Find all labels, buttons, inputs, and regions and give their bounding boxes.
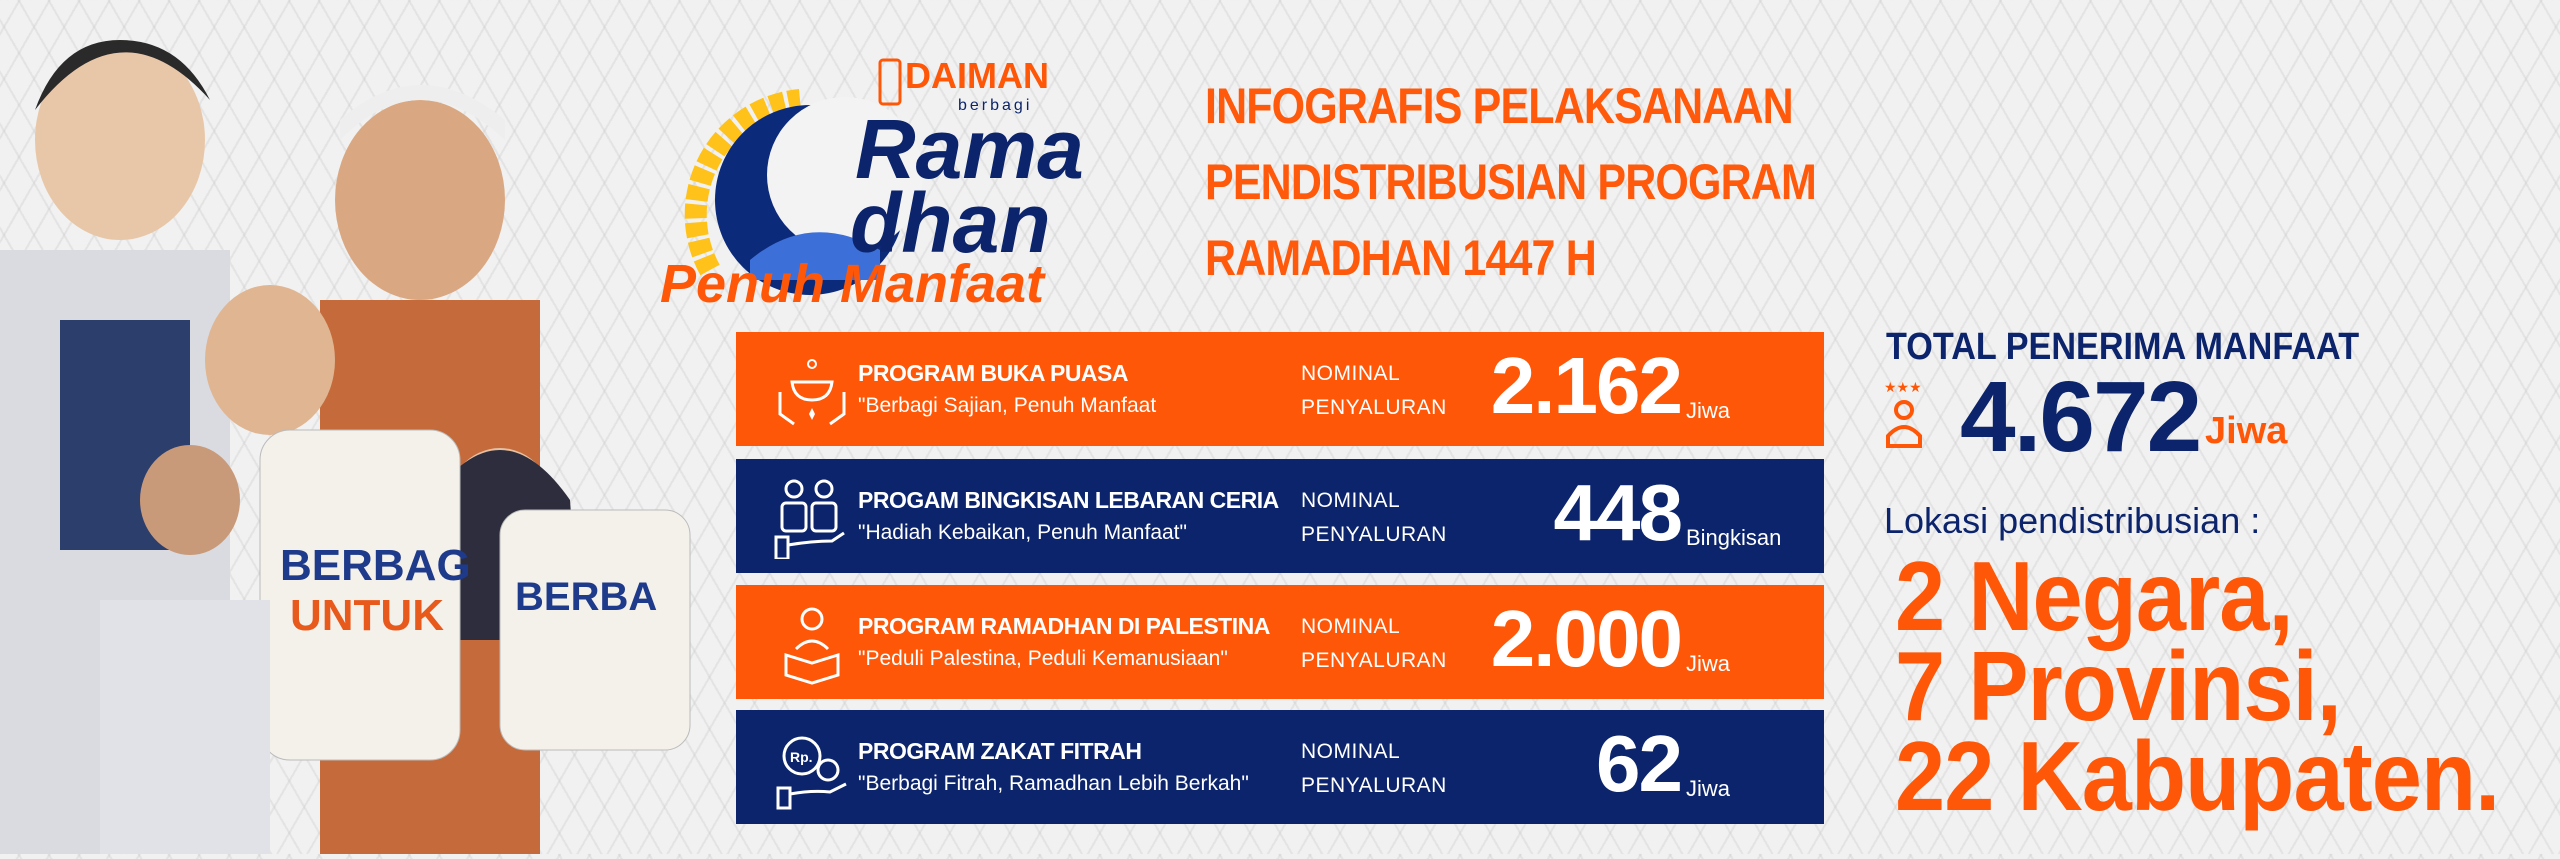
family-illustration: BERBAG UNTUK BERBA [0,0,700,854]
penyaluran-label: PENYALURAN [1301,774,1447,797]
program-unit: Jiwa [1686,776,1731,801]
svg-text:berbagi: berbagi [958,97,1032,114]
people-gift-hand-icon [774,479,845,559]
nominal-label: NOMINAL [1301,740,1401,763]
food-bowl-hands-icon [778,359,846,426]
svg-text:BERBA: BERBA [515,575,657,619]
program-unit: Jiwa [1686,651,1731,676]
program-title: PROGRAM ZAKAT FITRAH [858,738,1142,764]
nominal-label: NOMINAL [1301,615,1401,638]
program-title: PROGAM BINGKISAN LEBARAN CERIA [858,487,1279,513]
program-title: PROGRAM RAMADHAN DI PALESTINA [858,613,1270,639]
total-unit: Jiwa [2205,410,2288,452]
svg-text:Rp.: Rp. [790,749,813,765]
title-line: RAMADHAN 1447 H [1205,230,1597,286]
program-card-buka-puasa: PROGRAM BUKA PUASA "Berbagi Sajian, Penu… [736,332,1824,446]
page-title: INFOGRAFIS PELAKSANAAN PENDISTRIBUSIAN P… [1205,68,1817,296]
svg-text:Rama: Rama [855,102,1084,196]
penyaluran-label: PENYALURAN [1301,396,1447,419]
nominal-label: NOMINAL [1301,489,1401,512]
title-line: INFOGRAFIS PELAKSANAAN [1205,78,1794,134]
svg-text:DAIMAN: DAIMAN [905,55,1049,96]
ramadhan-logo: DAIMAN berbagi Rama dhan Penuh Manfaat [640,50,1130,314]
program-title: PROGRAM BUKA PUASA [858,360,1129,386]
svg-text:UNTUK: UNTUK [290,591,444,640]
title-line: PENDISTRIBUSIAN PROGRAM [1205,154,1817,210]
svg-text:Penuh Manfaat: Penuh Manfaat [660,254,1046,310]
program-subtitle: "Peduli Palestina, Peduli Kemanusiaan" [858,647,1228,670]
location-regencies: 22 Kabupaten. [1895,721,2500,831]
location-provinces: 7 Provinsi, [1895,631,2342,741]
nominal-label: NOMINAL [1301,362,1401,385]
penyaluran-label: PENYALURAN [1301,649,1447,672]
coin-hand-icon: Rp. [776,736,847,810]
program-card-bingkisan: PROGAM BINGKISAN LEBARAN CERIA "Hadiah K… [736,459,1824,573]
program-card-zakat: Rp. PROGRAM ZAKAT FITRAH "Berbagi Fitrah… [736,710,1824,824]
program-value: 448 [1553,468,1683,557]
program-value: 2.000 [1490,594,1683,683]
total-label: TOTAL PENERIMA MANFAAT [1886,326,2360,368]
program-card-palestina: PROGRAM RAMADHAN DI PALESTINA "Peduli Pa… [736,585,1824,699]
penyaluran-label: PENYALURAN [1301,523,1447,546]
program-value: 62 [1596,719,1683,808]
svg-text:★★★: ★★★ [1884,380,1922,396]
program-unit: Bingkisan [1686,525,1782,550]
location-countries: 2 Negara, [1895,541,2294,651]
program-subtitle: "Hadiah Kebaikan, Penuh Manfaat" [858,521,1187,544]
program-value: 2.162 [1490,341,1683,430]
location-label: Lokasi pendistribusian : [1884,500,2261,541]
svg-text:BERBAG: BERBAG [280,541,471,590]
person-reading-icon [784,607,840,685]
svg-text:dhan: dhan [850,176,1051,270]
total-value: 4.672 [1960,361,2202,473]
program-subtitle: "Berbagi Sajian, Penuh Manfaat [858,394,1157,417]
program-unit: Jiwa [1686,398,1731,423]
person-stars-icon: ★★★ [1884,380,1922,448]
program-subtitle: "Berbagi Fitrah, Ramadhan Lebih Berkah" [858,772,1249,795]
